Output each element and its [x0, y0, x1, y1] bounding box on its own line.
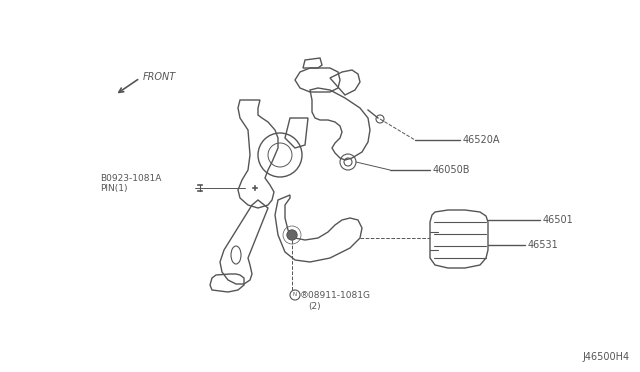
Text: 46501: 46501 — [543, 215, 573, 225]
Text: 46520A: 46520A — [463, 135, 500, 145]
Text: ®08911-1081G: ®08911-1081G — [300, 291, 371, 299]
Text: FRONT: FRONT — [143, 72, 176, 82]
Text: B0923-1081A: B0923-1081A — [100, 174, 161, 183]
Text: 46531: 46531 — [528, 240, 559, 250]
Circle shape — [287, 230, 297, 240]
Text: (2): (2) — [308, 302, 321, 311]
Text: N: N — [293, 292, 297, 298]
Text: J46500H4: J46500H4 — [583, 352, 630, 362]
Text: PIN(1): PIN(1) — [100, 184, 127, 193]
Text: 46050B: 46050B — [433, 165, 470, 175]
